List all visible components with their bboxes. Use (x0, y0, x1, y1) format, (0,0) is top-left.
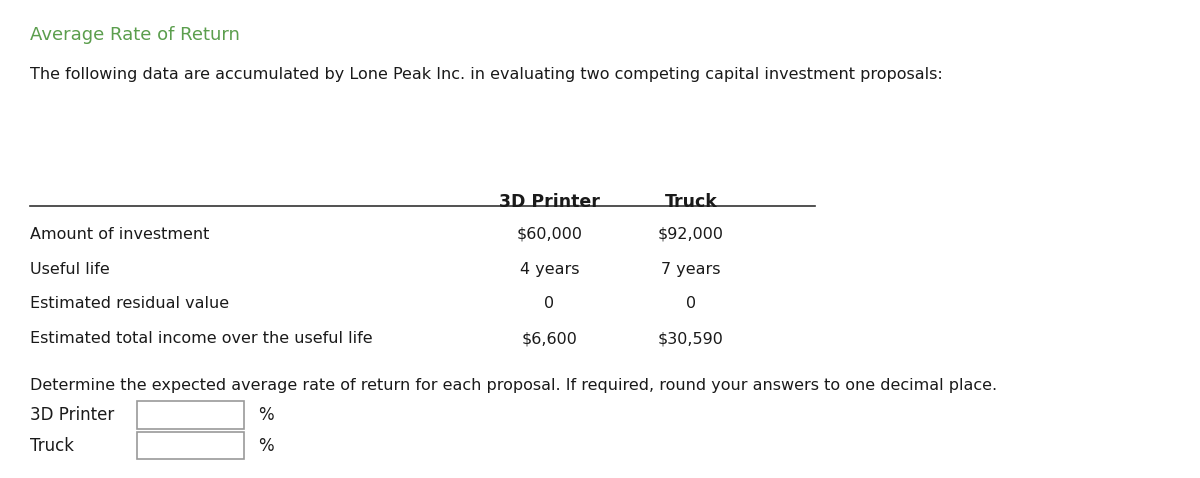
Text: 3D Printer: 3D Printer (30, 406, 114, 424)
Text: 0: 0 (685, 296, 696, 312)
Text: Average Rate of Return: Average Rate of Return (30, 25, 240, 43)
Text: $92,000: $92,000 (658, 227, 724, 242)
Text: $6,600: $6,600 (522, 331, 577, 346)
Text: Determine the expected average rate of return for each proposal. If required, ro: Determine the expected average rate of r… (30, 378, 997, 393)
Text: Truck: Truck (30, 436, 73, 455)
Text: %: % (258, 436, 274, 455)
Text: The following data are accumulated by Lone Peak Inc. in evaluating two competing: The following data are accumulated by Lo… (30, 67, 942, 82)
FancyBboxPatch shape (137, 402, 245, 429)
Text: Amount of investment: Amount of investment (30, 227, 209, 242)
Text: $30,590: $30,590 (658, 331, 724, 346)
Text: Estimated total income over the useful life: Estimated total income over the useful l… (30, 331, 372, 346)
Text: Estimated residual value: Estimated residual value (30, 296, 229, 312)
Text: Truck: Truck (665, 193, 718, 211)
Text: %: % (258, 406, 274, 424)
Text: Useful life: Useful life (30, 261, 109, 277)
FancyBboxPatch shape (137, 432, 245, 459)
Text: 4 years: 4 years (520, 261, 580, 277)
Text: 3D Printer: 3D Printer (499, 193, 600, 211)
Text: 7 years: 7 years (661, 261, 720, 277)
Text: 0: 0 (545, 296, 554, 312)
Text: $60,000: $60,000 (516, 227, 582, 242)
